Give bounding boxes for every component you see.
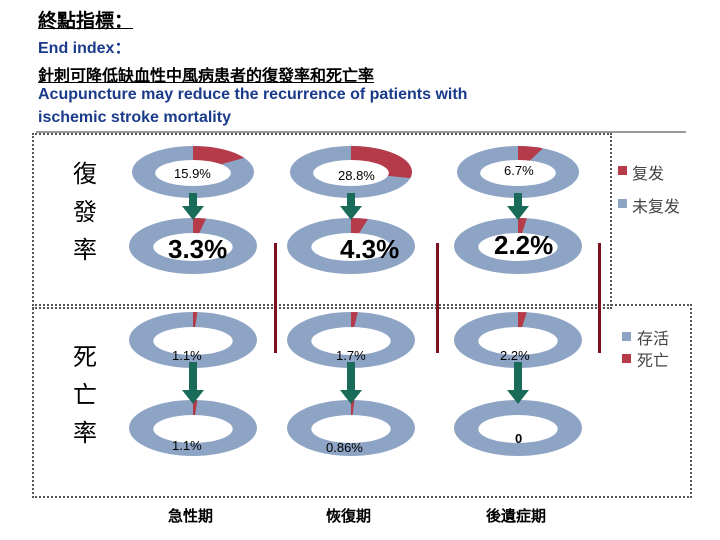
row-label-char: 發: [73, 198, 97, 226]
donut-0-2: [457, 146, 579, 198]
subtitle-english-2b: ischemic stroke mortality: [38, 109, 231, 126]
phase-label-sequela: 後遺症期: [486, 507, 547, 525]
donut-hole: [155, 160, 231, 186]
legend-swatch: [618, 199, 627, 208]
subtitle-english-2a: Acupuncture may reduce the recurrence of…: [38, 86, 468, 103]
page-title: 終點指標：: [38, 10, 134, 32]
row-label-char: 復: [73, 160, 97, 188]
donut-2-1: [287, 312, 415, 368]
data-label: 2.2%: [500, 348, 530, 363]
donut-hole: [311, 233, 391, 261]
donut-hole: [153, 415, 233, 443]
legend-label-no-recurrence: 未复发: [632, 197, 681, 216]
arrow-mortality-0: [182, 362, 204, 404]
phase-label-acute: 急性期: [168, 507, 214, 525]
recurrence-row-label: 復 發 率: [70, 155, 100, 269]
legend-swatch: [622, 354, 631, 363]
data-label: 0.86%: [326, 440, 363, 455]
legend-swatch: [618, 166, 627, 175]
donut-1-2: [454, 218, 582, 274]
donut-0-0: [132, 146, 254, 198]
separator-bar: [598, 243, 601, 353]
donut-1-1: [287, 218, 415, 274]
mortality-panel: [32, 304, 692, 498]
separator-bar: [274, 243, 277, 353]
subtitle-chinese: 針刺可降低缺血性中風病患者的復發率和死亡率: [38, 66, 375, 85]
donut-hole: [478, 327, 558, 355]
donut-hole: [153, 327, 233, 355]
donut-2-0: [129, 312, 257, 368]
legend-label-death: 死亡: [637, 351, 670, 370]
arrow-mortality-1: [340, 362, 362, 404]
donut-hole: [478, 233, 558, 261]
row-label-char: 率: [73, 236, 97, 264]
row-label-char: 率: [73, 419, 97, 447]
donut-2-2: [454, 312, 582, 368]
separator-bar: [436, 243, 439, 353]
donut-hole: [153, 233, 233, 261]
donut-hole: [311, 415, 391, 443]
donut-1-0: [129, 218, 257, 274]
data-label: 0: [515, 431, 523, 446]
data-label: 3.3%: [168, 234, 228, 264]
legend-swatch: [622, 332, 631, 341]
arrow-recurrence-0: [182, 193, 204, 220]
donut-hole: [480, 160, 556, 186]
donut-3-2: [454, 400, 582, 456]
arrow-mortality-2: [507, 362, 529, 404]
donut-3-1: [287, 400, 415, 456]
donut-hole: [311, 327, 391, 355]
data-label: 6.7%: [504, 163, 534, 178]
subtitle-english-1: End index：: [38, 40, 131, 57]
arrow-recurrence-2: [507, 193, 529, 220]
data-label: 1.7%: [336, 348, 366, 363]
mortality-row-label: 死 亡 率: [70, 338, 100, 452]
arrow-recurrence-1: [340, 193, 362, 220]
donut-hole: [478, 415, 558, 443]
legend-label-recurrence: 复发: [632, 164, 665, 183]
donut-3-0: [129, 400, 257, 456]
data-label: 1.1%: [172, 438, 202, 453]
legend-label-survival: 存活: [637, 329, 670, 348]
data-label: 28.8%: [338, 168, 375, 183]
row-label-char: 死: [73, 343, 97, 371]
phase-label-recovery: 恢復期: [326, 507, 372, 525]
data-label: 4.3%: [340, 234, 400, 264]
data-label: 2.2%: [494, 230, 554, 260]
donut-hole: [313, 160, 389, 186]
data-label: 15.9%: [174, 166, 211, 181]
divider: [36, 131, 686, 133]
row-label-char: 亡: [73, 381, 97, 409]
recurrence-panel: [32, 133, 612, 309]
data-label: 1.1%: [172, 348, 202, 363]
donut-0-1: [290, 146, 412, 198]
